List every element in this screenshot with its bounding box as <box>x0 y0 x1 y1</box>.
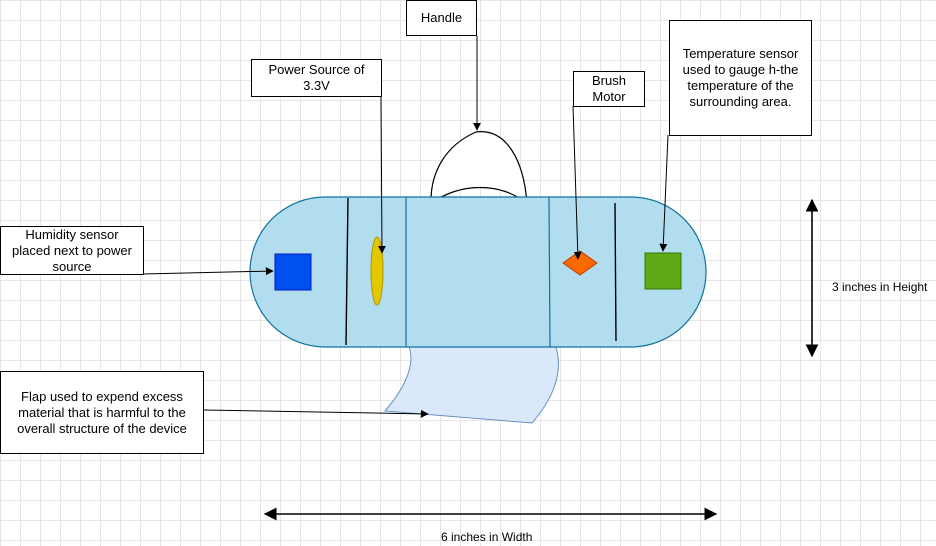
brush-motor-label: Brush Motor <box>573 71 645 107</box>
brush-motor-arrow <box>572 105 582 260</box>
temperature-sensor-block <box>644 252 682 290</box>
partition-line <box>548 196 551 348</box>
partition-line <box>345 197 349 346</box>
height-dimension-label: 3 inches in Height <box>832 280 928 294</box>
humidity-sensor-label: Humidity sensor placed next to power sou… <box>0 226 144 275</box>
width-dimension-label: 6 inches in Width <box>441 530 533 544</box>
power-source-shape <box>370 236 384 306</box>
flap-label: Flap used to expend excess material that… <box>0 371 204 454</box>
humidity-sensor-arrow <box>142 267 274 276</box>
humidity-sensor-block <box>274 253 312 291</box>
flap-arrow <box>203 409 429 418</box>
handle-shape <box>430 131 528 206</box>
power-source-arrow <box>377 95 386 254</box>
flap-shape <box>383 343 559 424</box>
temperature-sensor-arrow <box>659 134 669 252</box>
temperature-sensor-label: Temperature sensor used to gauge h-the t… <box>669 20 812 136</box>
partition-line <box>614 202 617 342</box>
brush-motor-shape <box>562 250 598 276</box>
device-body <box>249 196 707 348</box>
power-source-label: Power Source of 3.3V <box>251 59 382 97</box>
handle-label: Handle <box>406 0 477 36</box>
